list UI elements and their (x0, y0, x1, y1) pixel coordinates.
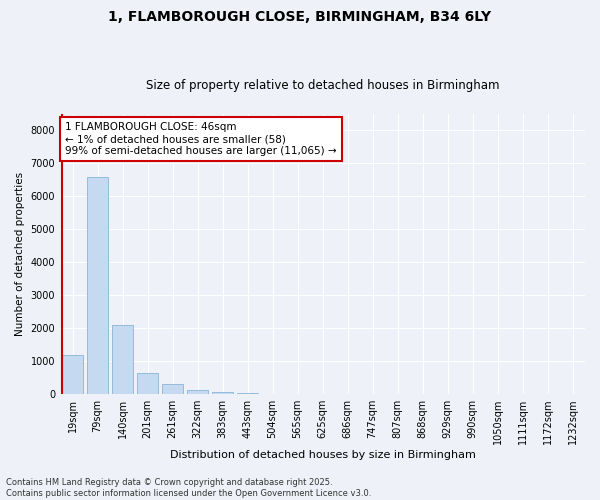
Text: 1, FLAMBOROUGH CLOSE, BIRMINGHAM, B34 6LY: 1, FLAMBOROUGH CLOSE, BIRMINGHAM, B34 6L… (109, 10, 491, 24)
Bar (187, 390, 208, 394)
Bar (87, 176, 108, 394)
Bar (137, 372, 158, 394)
Text: 1 FLAMBOROUGH CLOSE: 46sqm
← 1% of detached houses are smaller (58)
99% of semi-: 1 FLAMBOROUGH CLOSE: 46sqm ← 1% of detac… (65, 122, 337, 156)
Bar (112, 325, 133, 394)
Bar (212, 392, 233, 394)
Bar (237, 393, 258, 394)
Bar (62, 354, 83, 394)
Title: Size of property relative to detached houses in Birmingham: Size of property relative to detached ho… (146, 79, 499, 92)
Text: Contains HM Land Registry data © Crown copyright and database right 2025.
Contai: Contains HM Land Registry data © Crown c… (6, 478, 371, 498)
Bar (162, 384, 183, 394)
Y-axis label: Number of detached properties: Number of detached properties (15, 172, 25, 336)
X-axis label: Distribution of detached houses by size in Birmingham: Distribution of detached houses by size … (170, 450, 475, 460)
